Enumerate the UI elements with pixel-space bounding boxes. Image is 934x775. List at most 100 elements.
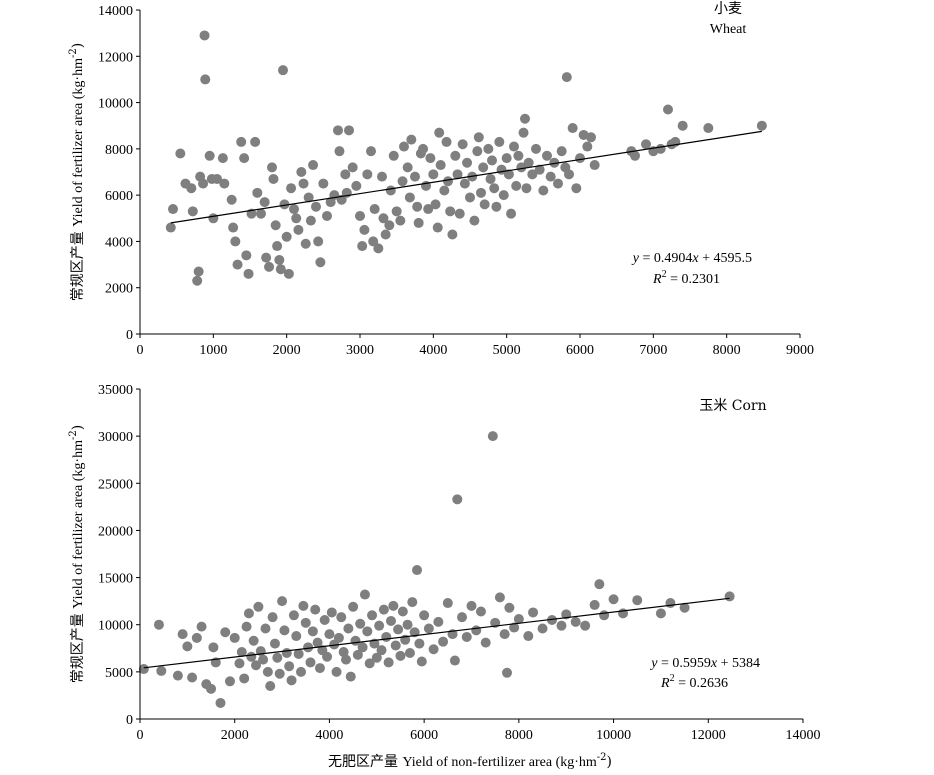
wheat-data-point xyxy=(204,150,215,161)
wheat-data-point xyxy=(391,206,402,217)
wheat-data-point xyxy=(531,143,541,154)
corn-data-point xyxy=(272,652,283,663)
wheat-data-point xyxy=(511,180,522,191)
wheat-y-tick-label: 2000 xyxy=(105,282,133,297)
wheat-equation: y = 0.4904x + 4595.5 xyxy=(631,251,752,266)
corn-y-axis-label: 常规区产量 Yield of fertilizer area (kg·hm-2) xyxy=(68,425,86,683)
corn-data-point xyxy=(395,650,406,661)
corn-y-tick-label: 0 xyxy=(126,713,133,728)
wheat-data-point xyxy=(359,224,370,235)
corn-data-point xyxy=(343,623,354,634)
wheat-data-point xyxy=(561,72,572,83)
wheat-data-point xyxy=(485,173,496,184)
wheat-y-ticks: 0 2000 4000 6000 8000 10000 12000 14000 xyxy=(98,4,140,343)
corn-x-tick-label: 6000 xyxy=(410,728,438,743)
wheat-ylabel-cn: 常规区产量 xyxy=(70,231,86,301)
corn-data-point xyxy=(393,624,404,635)
corn-data-point xyxy=(239,673,250,684)
wheat-data-point xyxy=(315,257,326,268)
corn-x-ticks: 0 2000 4000 6000 8000 10000 12000 14000 xyxy=(137,719,821,743)
corn-data-point xyxy=(404,648,415,658)
corn-data-point xyxy=(153,619,164,630)
corn-data-point xyxy=(336,612,347,623)
corn-data-point xyxy=(312,637,323,648)
corn-data-point xyxy=(208,642,219,653)
wheat-data-point xyxy=(498,190,509,201)
corn-data-point xyxy=(457,612,468,623)
wheat-y-tick-label: 6000 xyxy=(105,189,133,204)
wheat-data-point xyxy=(313,236,324,247)
corn-data-point xyxy=(376,645,387,656)
corn-data-point xyxy=(475,606,486,617)
wheat-data-point xyxy=(538,185,549,196)
wheat-data-point xyxy=(516,162,527,173)
wheat-data-point xyxy=(483,143,494,154)
wheat-data-point xyxy=(373,243,384,254)
corn-data-point xyxy=(298,600,309,611)
corn-y-tick-label: 20000 xyxy=(98,524,133,539)
wheat-data-point xyxy=(630,150,640,161)
wheat-data-point xyxy=(567,123,578,134)
wheat-y-tick-label: 12000 xyxy=(98,50,133,65)
wheat-data-point xyxy=(291,213,302,224)
corn-data-point xyxy=(345,671,356,682)
wheat-data-point xyxy=(479,199,490,210)
corn-data-point xyxy=(220,627,231,638)
wheat-x-tick-label: 9000 xyxy=(786,343,814,358)
corn-data-point xyxy=(267,612,278,623)
corn-x-tick-label: 10000 xyxy=(596,728,631,743)
corn-data-point xyxy=(494,592,505,603)
wheat-data-point xyxy=(677,120,688,131)
wheat-data-point xyxy=(340,169,351,180)
wheat-data-point xyxy=(217,153,228,164)
wheat-data-point xyxy=(226,194,237,205)
corn-data-point xyxy=(374,620,385,631)
corn-data-point xyxy=(260,623,271,634)
corn-data-point xyxy=(594,579,605,590)
corn-data-point xyxy=(182,641,193,652)
wheat-data-point xyxy=(589,160,600,171)
corn-data-point xyxy=(319,615,330,625)
wheat-data-point xyxy=(368,236,379,247)
wheat-data-point xyxy=(542,150,552,161)
corn-data-point xyxy=(322,651,333,662)
corn-data-point xyxy=(570,616,581,627)
corn-y-tick-label: 35000 xyxy=(98,383,133,398)
corn-data-point xyxy=(359,589,370,600)
xlabel-close: ) xyxy=(607,754,612,770)
wheat-data-point xyxy=(250,136,261,147)
wheat-r-squared: R2 = 0.2301 xyxy=(652,269,720,287)
wheat-x-tick-label: 4000 xyxy=(419,343,447,358)
corn-y-tick-label: 15000 xyxy=(98,572,133,587)
wheat-data-point xyxy=(377,171,387,182)
corn-data-point xyxy=(402,619,413,630)
wheat-x-tick-label: 2000 xyxy=(273,343,301,358)
wheat-x-tick-label: 6000 xyxy=(566,343,594,358)
wheat-y-tick-label: 8000 xyxy=(105,143,133,158)
corn-data-point xyxy=(414,638,425,649)
corn-axes xyxy=(139,389,803,720)
corn-data-point xyxy=(288,610,299,621)
wheat-data-point xyxy=(452,169,463,180)
corn-data-point xyxy=(187,672,198,683)
wheat-data-point xyxy=(275,264,286,275)
wheat-data-point xyxy=(465,192,475,203)
corn-x-tick-label: 0 xyxy=(137,728,144,743)
wheat-data-point xyxy=(443,176,453,187)
corn-data-point xyxy=(679,602,690,613)
wheat-data-point xyxy=(410,171,420,182)
corn-data-point xyxy=(665,598,676,609)
corn-data-point xyxy=(279,625,290,636)
corn-data-point xyxy=(504,602,515,613)
wheat-data-point xyxy=(198,178,209,189)
wheat-data-point xyxy=(230,236,241,247)
corn-data-point xyxy=(471,625,482,636)
corn-data-point xyxy=(397,606,408,617)
corn-ylabel-en: Yield of fertilizer area (kg·hm xyxy=(71,440,86,609)
wheat-data-point xyxy=(545,171,556,182)
corn-data-point xyxy=(191,632,202,643)
wheat-data-point xyxy=(509,141,519,152)
x-axis-label: 无肥区产量 Yield of non-fertilizer area (kg·h… xyxy=(328,752,612,770)
wheat-x-tick-label: 1000 xyxy=(199,343,227,358)
